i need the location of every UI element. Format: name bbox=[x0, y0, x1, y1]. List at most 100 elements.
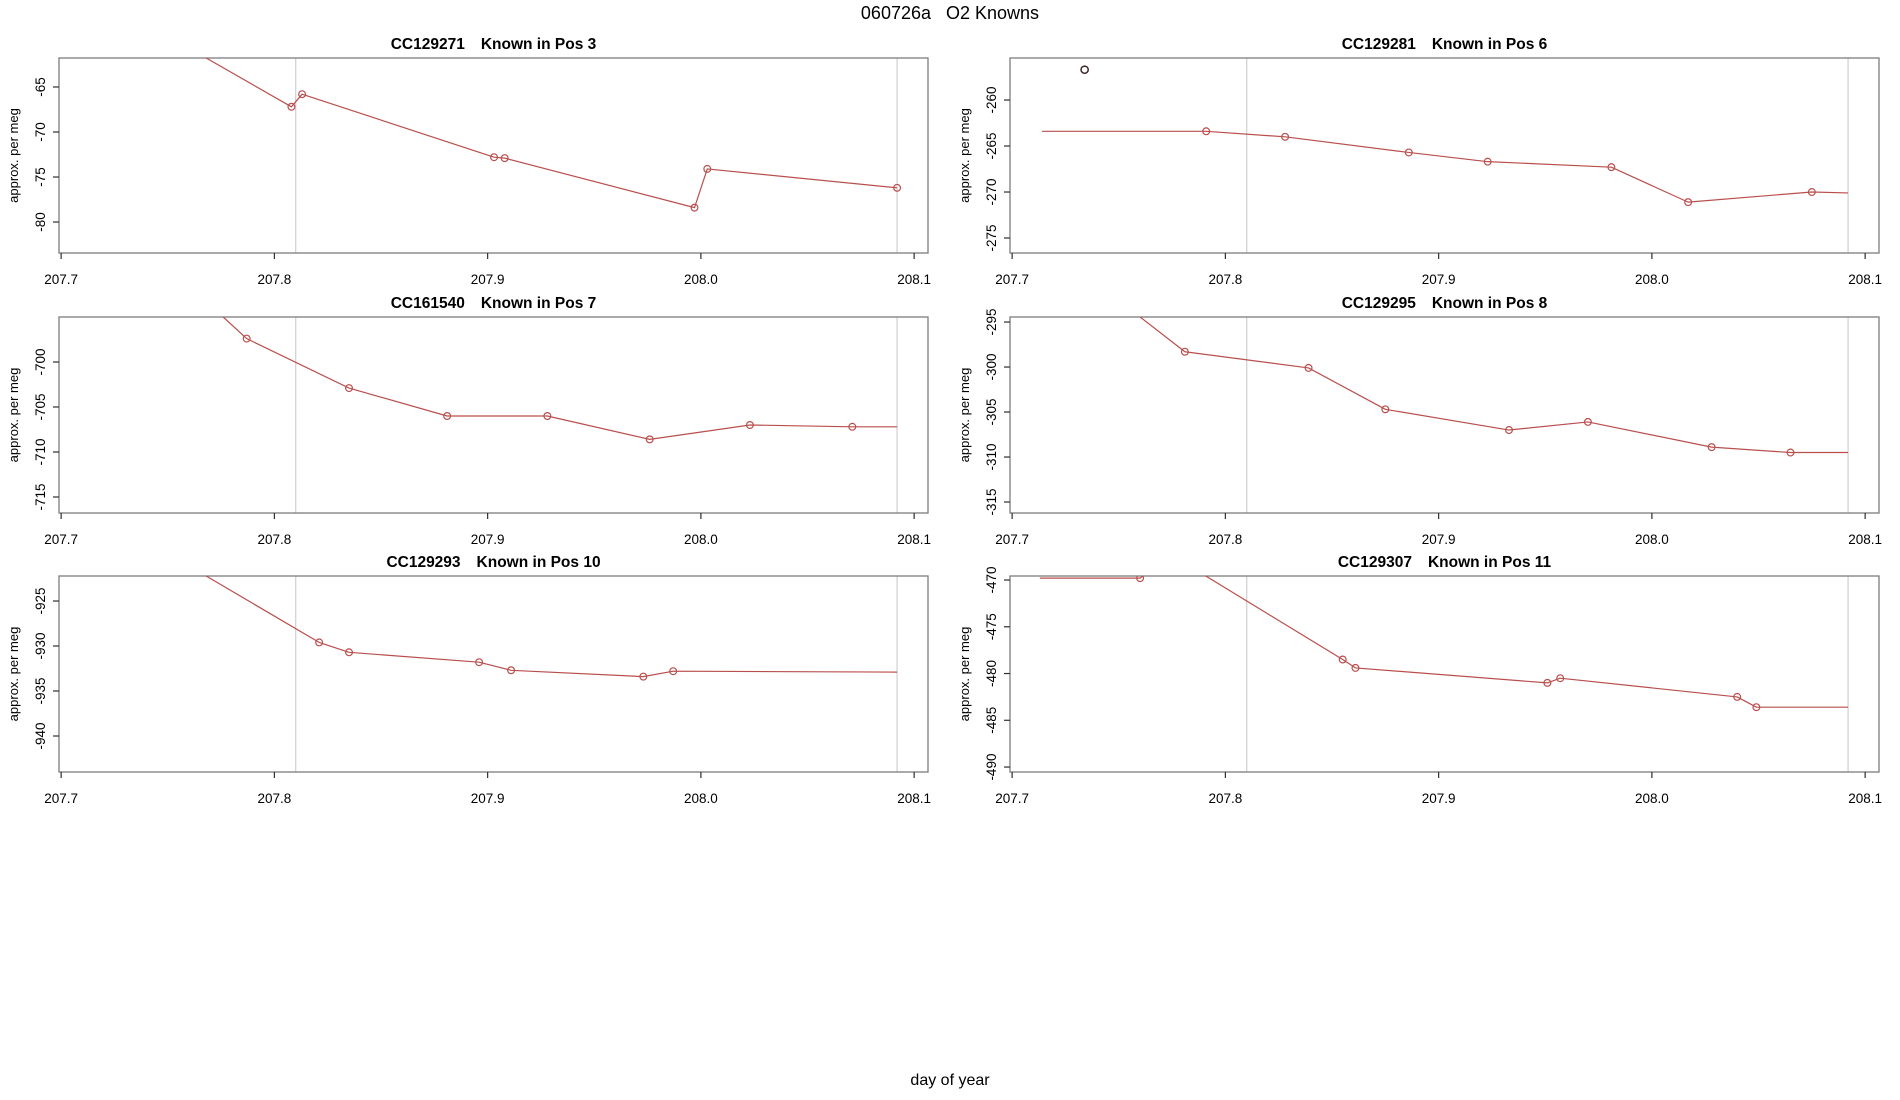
subplot-4-known-pos-8: 207.7 207.8 207.9 208.0 208.1 -295 -300 -305 -31… bbox=[957, 295, 1882, 547]
y-tick-label: -70 bbox=[33, 122, 48, 142]
data-point-marker bbox=[298, 90, 307, 99]
data-point-marker bbox=[639, 672, 648, 681]
x-tick-label: 208.1 bbox=[1848, 791, 1882, 806]
subplot-5-known-pos-10: 207.7 207.8 207.9 208.0 208.1 -925 -930 -935 -94… bbox=[6, 554, 931, 806]
y-tick-label: -700 bbox=[33, 348, 48, 375]
series-group bbox=[222, 317, 898, 444]
y-axis-title: approx. per meg bbox=[957, 368, 972, 463]
y-tick-label: -715 bbox=[33, 483, 48, 510]
series-group bbox=[1139, 317, 1849, 457]
data-point-marker bbox=[893, 183, 902, 192]
series-line bbox=[1039, 576, 1849, 708]
data-point-marker bbox=[745, 420, 754, 429]
x-tick-label: 208.0 bbox=[1635, 532, 1669, 547]
data-point-marker bbox=[669, 667, 678, 676]
plot-box bbox=[58, 57, 929, 254]
y-tick-label: -295 bbox=[984, 309, 999, 336]
data-point-marker bbox=[1404, 148, 1413, 157]
subplot-title-id: CC161540 bbox=[391, 295, 465, 312]
subplot-title-id: CC129271 bbox=[391, 36, 465, 53]
figure-title: 060726a O2 Knowns bbox=[860, 3, 1040, 23]
x-axis-label: day of year bbox=[910, 1072, 990, 1089]
data-point-marker bbox=[690, 203, 699, 212]
data-point-marker bbox=[475, 658, 484, 667]
data-point-marker bbox=[1202, 127, 1211, 136]
data-point-marker bbox=[848, 422, 857, 431]
data-point-marker bbox=[507, 666, 516, 675]
plot-box bbox=[1009, 316, 1880, 514]
series-group bbox=[1039, 576, 1849, 712]
data-point-marker bbox=[1543, 678, 1552, 687]
data-point-marker bbox=[1583, 417, 1592, 426]
series-line bbox=[222, 317, 898, 440]
subplot-title: CC161540 Known in Pos 7 bbox=[391, 295, 597, 312]
data-point-marker bbox=[1556, 674, 1565, 683]
x-tick-label: 208.1 bbox=[897, 532, 931, 547]
y-tick-label: -65 bbox=[33, 77, 48, 97]
plot-box bbox=[58, 316, 929, 514]
outlier-marker bbox=[1080, 65, 1089, 75]
x-tick-label: 207.9 bbox=[471, 791, 505, 806]
subplot-3-known-pos-7: 207.7 207.8 207.9 208.0 208.1 -700 -705 -710 -71… bbox=[6, 295, 931, 547]
plot-box bbox=[1009, 575, 1880, 773]
y-tick-label: -490 bbox=[984, 754, 999, 781]
series-line bbox=[205, 58, 898, 209]
y-tick-label: -470 bbox=[984, 567, 999, 594]
y-tick-label: -315 bbox=[984, 489, 999, 516]
subplot-2-known-pos-6: 207.7 207.8 207.9 208.0 208.1 -260 -265 -270 -27… bbox=[957, 36, 1882, 287]
y-tick-label: -940 bbox=[33, 722, 48, 749]
x-tick-label: 207.8 bbox=[257, 791, 291, 806]
data-point-marker bbox=[1180, 347, 1189, 356]
data-point-marker bbox=[543, 411, 552, 420]
x-tick-label: 207.8 bbox=[1208, 791, 1242, 806]
subplot-title-pos: Known in Pos 11 bbox=[1428, 554, 1552, 571]
y-tick-label: -300 bbox=[984, 354, 999, 381]
y-tick-label: -475 bbox=[984, 613, 999, 640]
x-tick-label: 208.0 bbox=[684, 532, 718, 547]
subplot-title: CC129307 Known in Pos 11 bbox=[1338, 554, 1552, 571]
y-tick-label: -80 bbox=[33, 212, 48, 232]
data-point-marker bbox=[1304, 363, 1313, 372]
data-point-marker bbox=[1483, 157, 1492, 166]
subplot-title-id: CC129307 bbox=[1338, 554, 1412, 571]
y-tick-label: -265 bbox=[984, 133, 999, 160]
series-group bbox=[1041, 65, 1849, 207]
data-point-marker bbox=[443, 411, 452, 420]
y-tick-label: -305 bbox=[984, 399, 999, 426]
y-tick-label: -930 bbox=[33, 632, 48, 659]
subplot-title: CC129281 Known in Pos 6 bbox=[1342, 36, 1548, 53]
data-point-marker bbox=[490, 153, 499, 162]
data-point-marker bbox=[1607, 163, 1616, 172]
plot-box bbox=[1009, 57, 1880, 254]
x-tick-label: 208.0 bbox=[1635, 272, 1669, 287]
y-axis-title: approx. per meg bbox=[6, 368, 21, 463]
x-tick-label: 208.1 bbox=[897, 272, 931, 287]
subplot-title: CC129271 Known in Pos 3 bbox=[391, 36, 597, 53]
x-tick-label: 208.0 bbox=[684, 791, 718, 806]
data-point-marker bbox=[1136, 576, 1145, 583]
y-tick-label: -260 bbox=[984, 87, 999, 114]
subplot-title: CC129293 Known in Pos 10 bbox=[386, 554, 600, 571]
data-point-marker bbox=[703, 164, 712, 173]
x-tick-label: 207.7 bbox=[44, 791, 78, 806]
data-point-marker bbox=[1281, 132, 1290, 141]
y-axis-title: approx. per meg bbox=[6, 108, 21, 203]
data-point-marker bbox=[500, 154, 509, 163]
y-tick-label: -270 bbox=[984, 179, 999, 206]
data-point-marker bbox=[645, 435, 654, 444]
y-tick-label: -75 bbox=[33, 167, 48, 187]
subplot-title-id: CC129281 bbox=[1342, 36, 1416, 53]
data-point-marker bbox=[1351, 663, 1360, 672]
series-line bbox=[205, 576, 898, 678]
x-tick-label: 207.9 bbox=[1422, 791, 1456, 806]
x-tick-label: 208.1 bbox=[1848, 272, 1882, 287]
x-tick-label: 207.8 bbox=[1208, 532, 1242, 547]
data-point-marker bbox=[1338, 655, 1347, 664]
subplot-6-known-pos-11: 207.7 207.8 207.9 208.0 208.1 -470 -475 -480 -48… bbox=[957, 554, 1882, 806]
series-group bbox=[205, 576, 898, 681]
data-point-marker bbox=[242, 334, 251, 343]
x-tick-label: 208.1 bbox=[1848, 532, 1882, 547]
series-line bbox=[1139, 317, 1849, 454]
y-tick-label: -705 bbox=[33, 393, 48, 420]
